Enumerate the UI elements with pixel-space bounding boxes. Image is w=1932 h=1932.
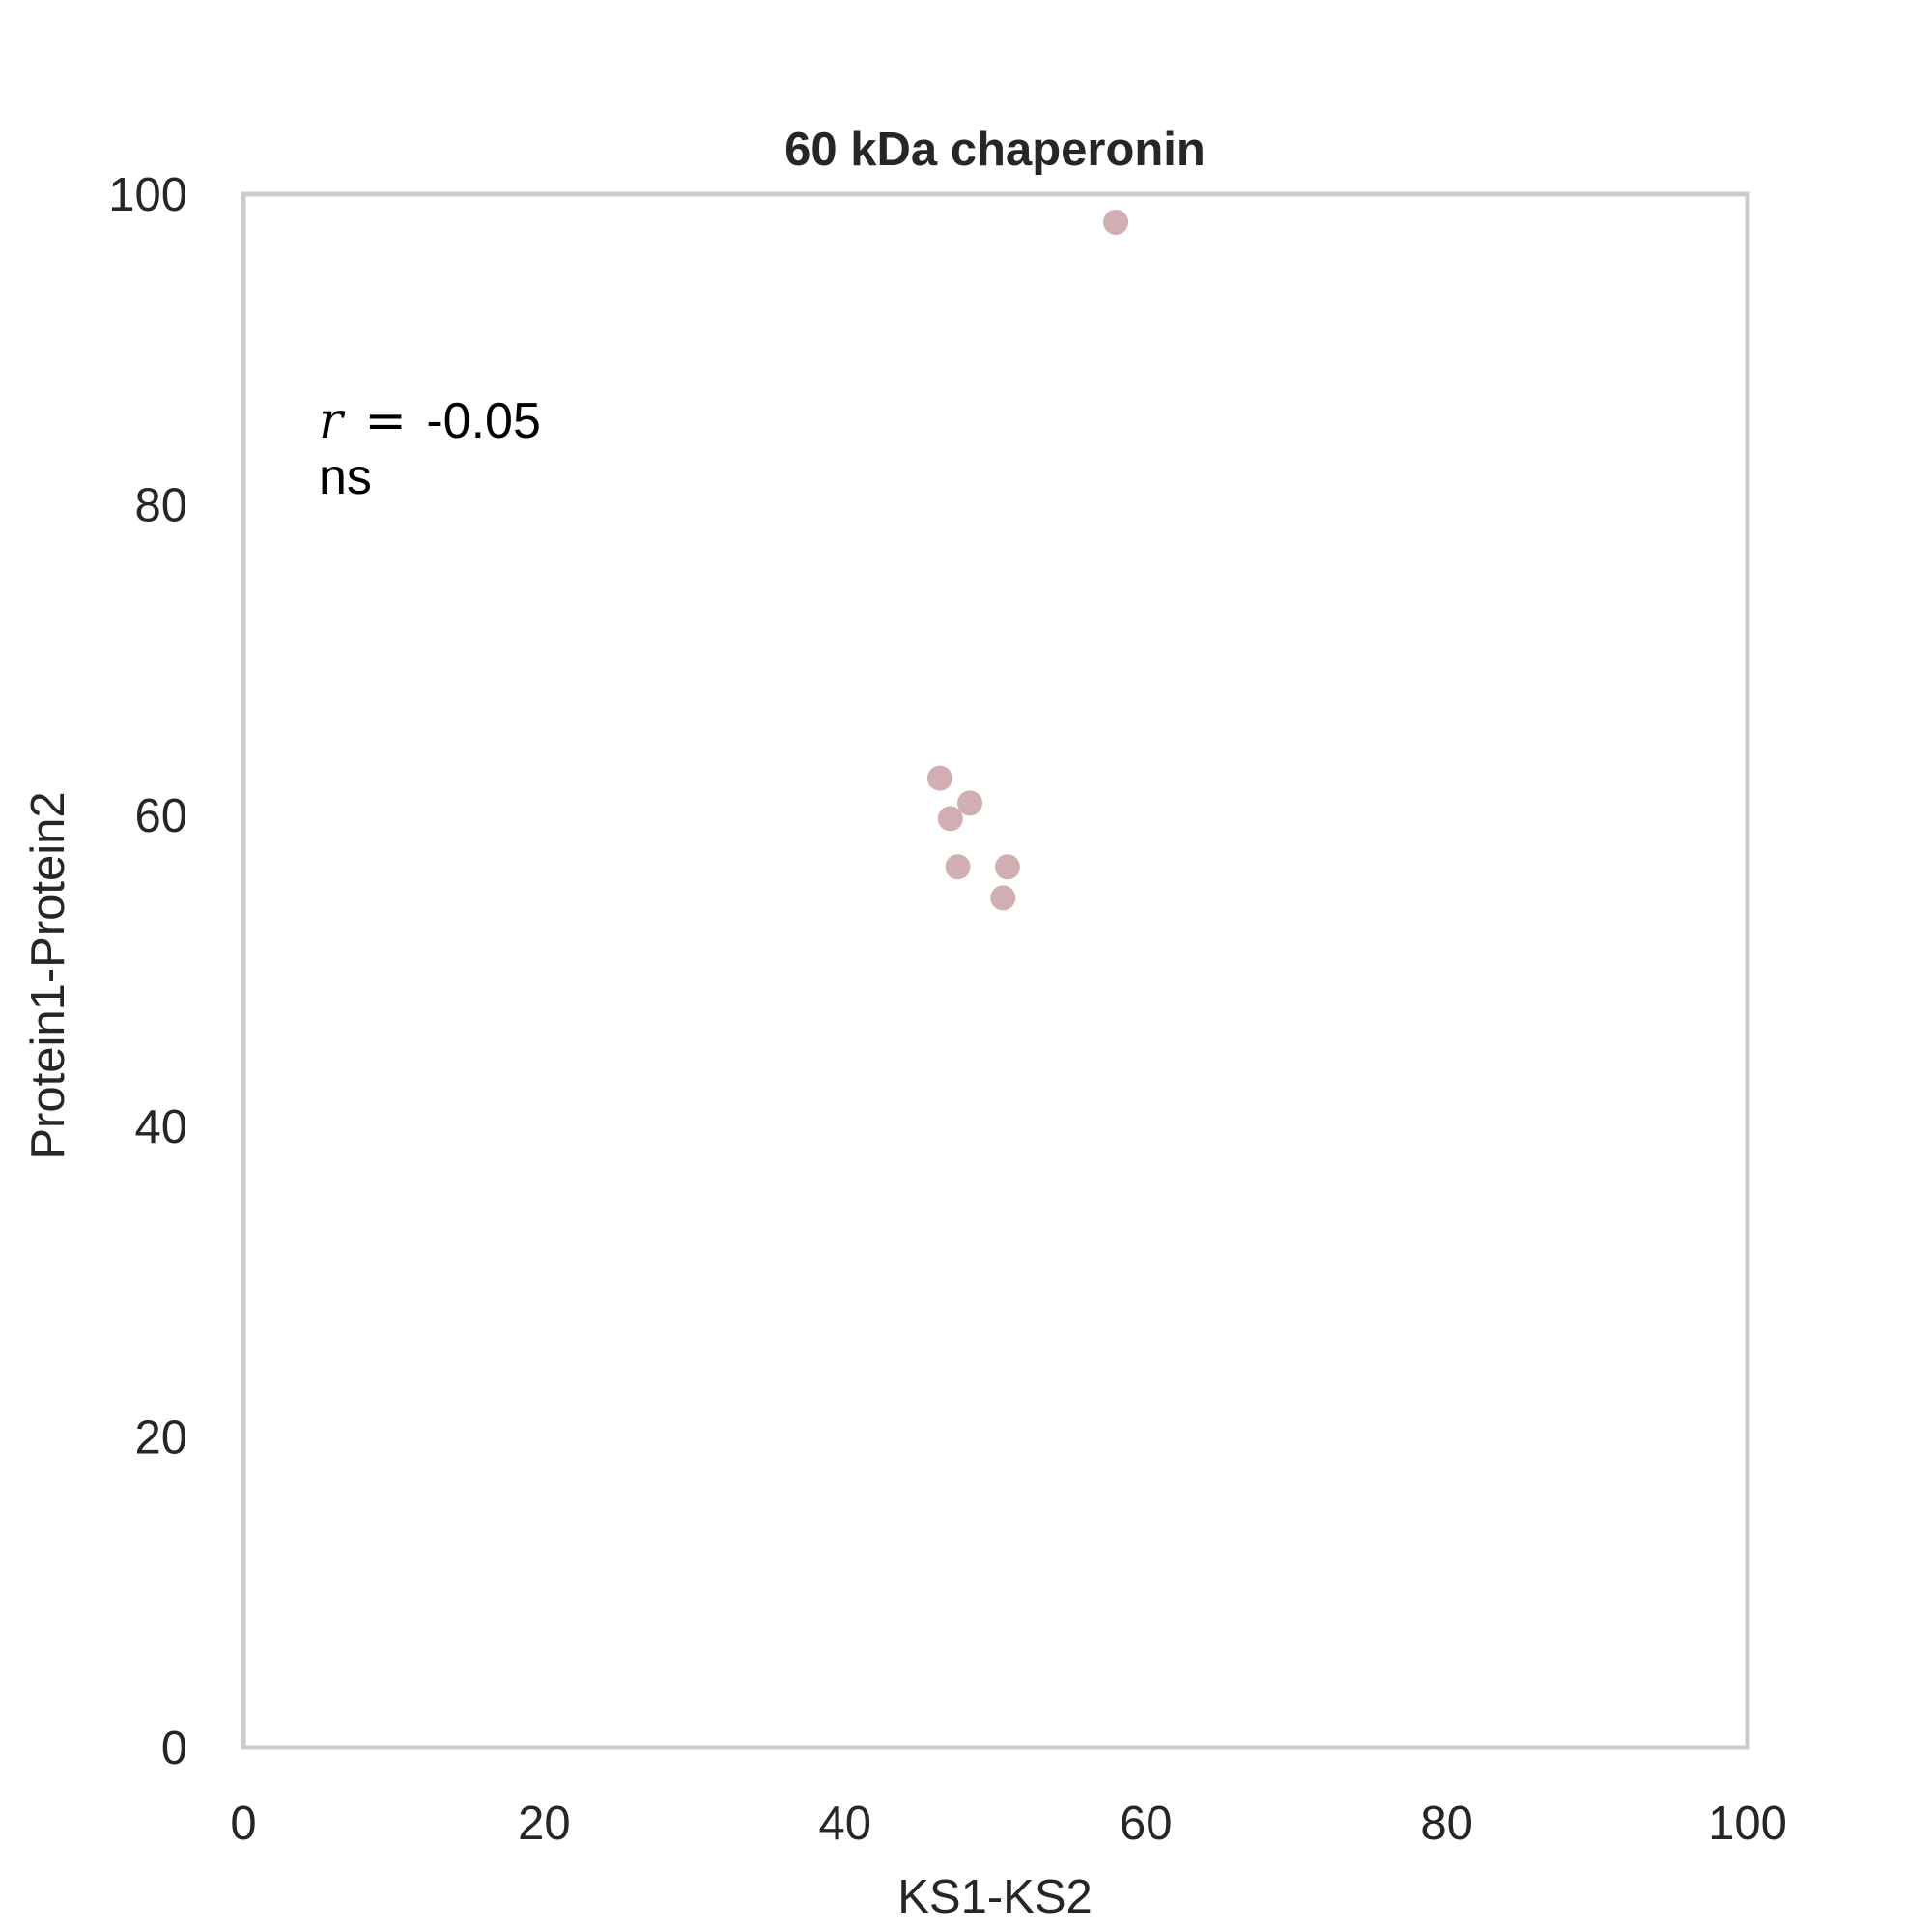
scatter-point — [994, 854, 1020, 880]
x-tick-label: 0 — [230, 1798, 256, 1850]
scatter-point — [1103, 209, 1129, 235]
x-tick-label: 40 — [819, 1798, 872, 1850]
scatter-point — [945, 854, 971, 880]
scatter-point — [926, 765, 952, 791]
correlation-annotation: r = -0.05 — [319, 392, 541, 450]
chart-title: 60 kDa chaperonin — [784, 124, 1206, 176]
equals-sign: = — [364, 392, 407, 450]
x-tick-labels: 0 20 40 60 80 100 — [230, 1798, 1787, 1850]
y-tick-label: 80 — [134, 480, 187, 532]
y-tick-label: 100 — [108, 169, 187, 221]
scatter-point — [990, 885, 1016, 911]
y-tick-label: 20 — [134, 1411, 187, 1463]
x-tick-label: 80 — [1420, 1798, 1473, 1850]
scatter-point — [937, 806, 963, 832]
r-symbol: r — [319, 392, 346, 450]
scatter-point — [957, 790, 983, 816]
y-tick-labels: 0 20 40 60 80 100 — [108, 169, 187, 1775]
x-tick-label: 60 — [1120, 1798, 1173, 1850]
data-points — [926, 209, 1129, 911]
r-value: -0.05 — [426, 393, 541, 449]
x-tick-label: 100 — [1708, 1798, 1787, 1850]
y-tick-label: 60 — [134, 790, 187, 842]
y-tick-label: 0 — [161, 1722, 187, 1775]
x-tick-label: 20 — [518, 1798, 571, 1850]
y-tick-label: 40 — [134, 1101, 187, 1153]
x-axis-label: KS1-KS2 — [897, 1871, 1093, 1923]
significance-label: ns — [319, 449, 372, 505]
y-axis-label: Protein1-Protein2 — [22, 791, 74, 1159]
plot-frame — [241, 191, 1750, 1750]
